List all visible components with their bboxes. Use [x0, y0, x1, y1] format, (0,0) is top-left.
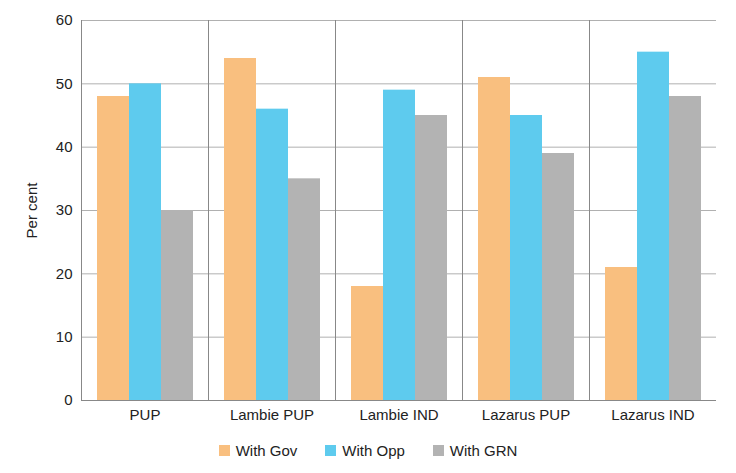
html-text:With GRN: With GRN [449, 442, 518, 459]
svg-text:Lazarus PUP: Lazarus PUP [482, 406, 570, 423]
svg-text:10: 10 [56, 328, 73, 345]
svg-text:Lambie PUP: Lambie PUP [230, 406, 314, 423]
svg-text:Per cent: Per cent [23, 182, 40, 239]
svg-text:50: 50 [56, 75, 73, 92]
svg-text:60: 60 [56, 11, 73, 28]
html-text:With Gov: With Gov [235, 442, 298, 459]
svg-text:0: 0 [64, 391, 72, 408]
svg-text:20: 20 [56, 265, 73, 282]
svg-text:40: 40 [56, 138, 73, 155]
svg-text:30: 30 [56, 201, 73, 218]
svg-text:Lazarus IND: Lazarus IND [611, 406, 695, 423]
svg-text:Lambie IND: Lambie IND [359, 406, 438, 423]
svg-text:PUP: PUP [130, 406, 161, 423]
html-text:With Opp: With Opp [342, 442, 405, 459]
